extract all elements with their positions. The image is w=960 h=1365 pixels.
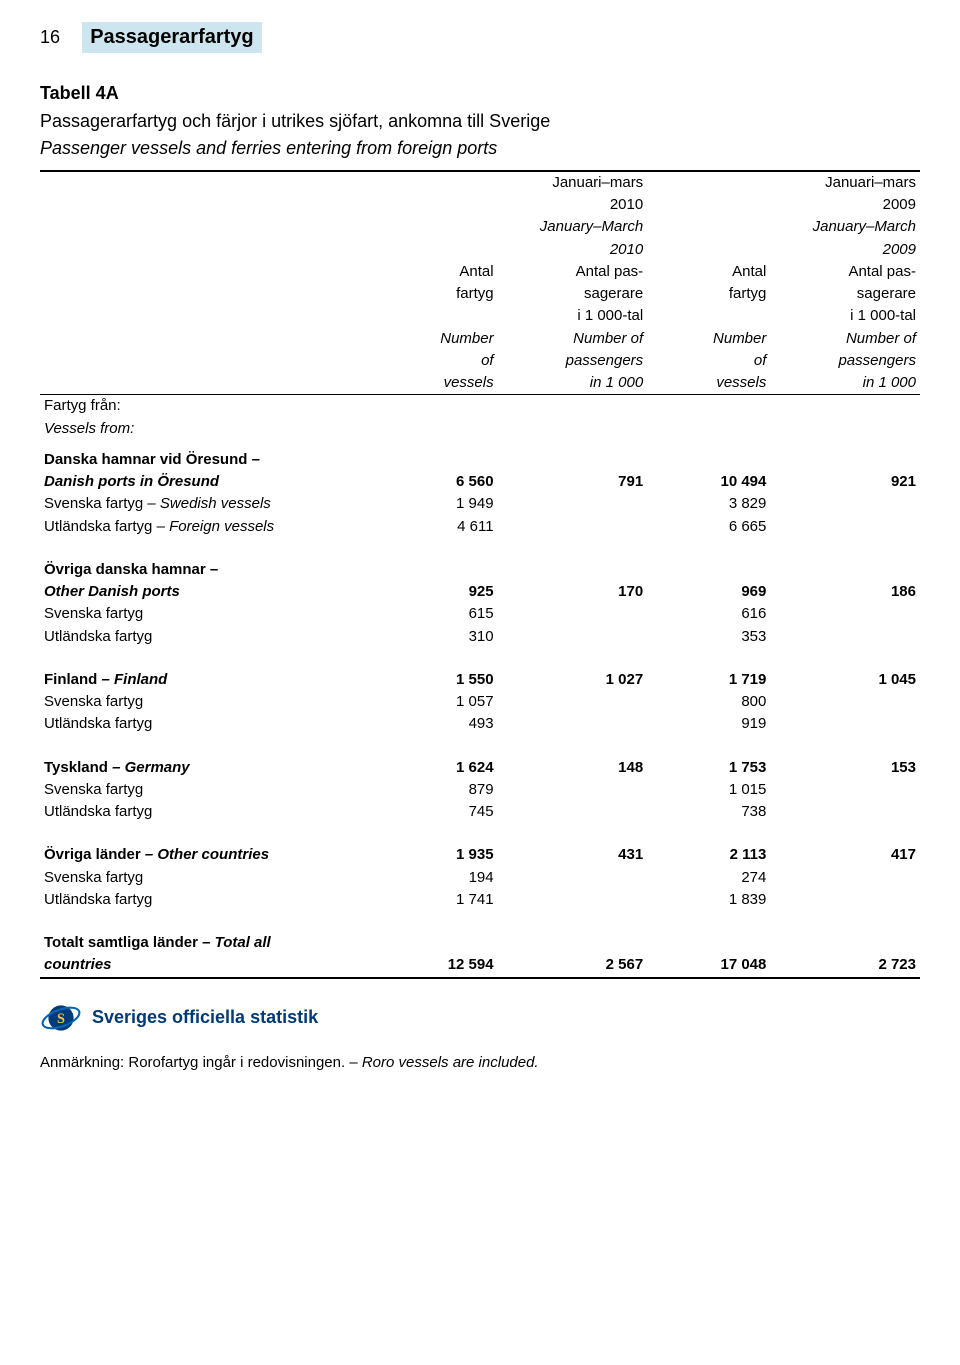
hdr-col1: Antal Antal pas- Antal Antal pas-	[40, 261, 920, 283]
row-danska-oresund-1: Danska hamnar vid Öresund –	[40, 440, 920, 471]
row-total-2: countries 12 594 2 567 17 048 2 723	[40, 954, 920, 976]
hdr-period-sv: Januari–mars Januari–mars	[40, 172, 920, 194]
logo-text: Sveriges officiella statistik	[92, 1005, 318, 1029]
subtitle-en: Passenger vessels and ferries entering f…	[40, 136, 920, 160]
row-od-ut: Utländska fartyg 310 353	[40, 626, 920, 648]
scb-logo-icon: S	[40, 997, 82, 1039]
row-ge-sv: Svenska fartyg 879 1 015	[40, 779, 920, 801]
row-other: Övriga länder – Other countries 1 935 43…	[40, 823, 920, 866]
highlight-title: Passagerarfartyg	[82, 22, 261, 53]
row-vessels-from: Vessels from:	[40, 418, 920, 440]
lbl-total1: Totalt samtliga länder – Total all	[44, 934, 271, 951]
row-fi-ut: Utländska fartyg 493 919	[40, 713, 920, 735]
row-danska-oresund-2: Danish ports in Öresund 6 560 791 10 494…	[40, 471, 920, 493]
svg-text:S: S	[57, 1011, 65, 1027]
hdr-period-en: January–March January–March	[40, 216, 920, 238]
lbl-ut: Utländska fartyg – Foreign vessels	[44, 518, 274, 535]
row-do-sv: Svenska fartyg – Swedish vessels 1 949 3…	[40, 493, 920, 515]
lbl-other: Övriga länder – Other countries	[44, 846, 269, 863]
row-total-1: Totalt samtliga länder – Total all	[40, 911, 920, 954]
row-germany: Tyskland – Germany 1 624 148 1 753 153	[40, 736, 920, 779]
subtitle-sv: Passagerarfartyg och färjor i utrikes sj…	[40, 109, 920, 133]
row-do-ut: Utländska fartyg – Foreign vessels 4 611…	[40, 516, 920, 538]
hdr-col3: i 1 000-tal i 1 000-tal	[40, 305, 920, 327]
table-label: Tabell 4A	[40, 81, 920, 105]
row-fartyg-fran: Fartyg från:	[40, 395, 920, 417]
footnote-sv: Anmärkning: Rorofartyg ingår i redovisni…	[40, 1054, 362, 1071]
hdr-col2: fartyg sagerare fartyg sagerare	[40, 283, 920, 305]
row-ot-sv: Svenska fartyg 194 274	[40, 867, 920, 889]
page-header: 16 Passagerarfartyg	[40, 22, 920, 53]
table-4a: Januari–mars Januari–mars 2010 2009 Janu…	[40, 170, 920, 979]
hdr-col4: Number Number of Number Number of	[40, 328, 920, 350]
row-fi-sv: Svenska fartyg 1 057 800	[40, 691, 920, 713]
page-number: 16	[40, 25, 60, 49]
row-ot-ut: Utländska fartyg 1 741 1 839	[40, 889, 920, 911]
hdr-year-en: 2010 2009	[40, 239, 920, 261]
row-ovriga-danska-2: Other Danish ports 925 170 969 186	[40, 581, 920, 603]
lbl-finland: Finland – Finland	[44, 671, 167, 688]
row-ge-ut: Utländska fartyg 745 738	[40, 801, 920, 823]
footnote-en: Roro vessels are included.	[362, 1054, 539, 1071]
hdr-col6: vessels in 1 000 vessels in 1 000	[40, 372, 920, 394]
lbl-sv: Svenska fartyg – Swedish vessels	[44, 495, 271, 512]
hdr-col5: of passengers of passengers	[40, 350, 920, 372]
data-table: Januari–mars Januari–mars 2010 2009 Janu…	[40, 172, 920, 977]
row-finland: Finland – Finland 1 550 1 027 1 719 1 04…	[40, 648, 920, 691]
hdr-year: 2010 2009	[40, 194, 920, 216]
footnote: Anmärkning: Rorofartyg ingår i redovisni…	[40, 1053, 920, 1073]
logo-block: S Sveriges officiella statistik	[40, 997, 920, 1039]
lbl-germany: Tyskland – Germany	[44, 759, 190, 776]
row-od-sv: Svenska fartyg 615 616	[40, 603, 920, 625]
row-ovriga-danska-1: Övriga danska hamnar –	[40, 538, 920, 581]
